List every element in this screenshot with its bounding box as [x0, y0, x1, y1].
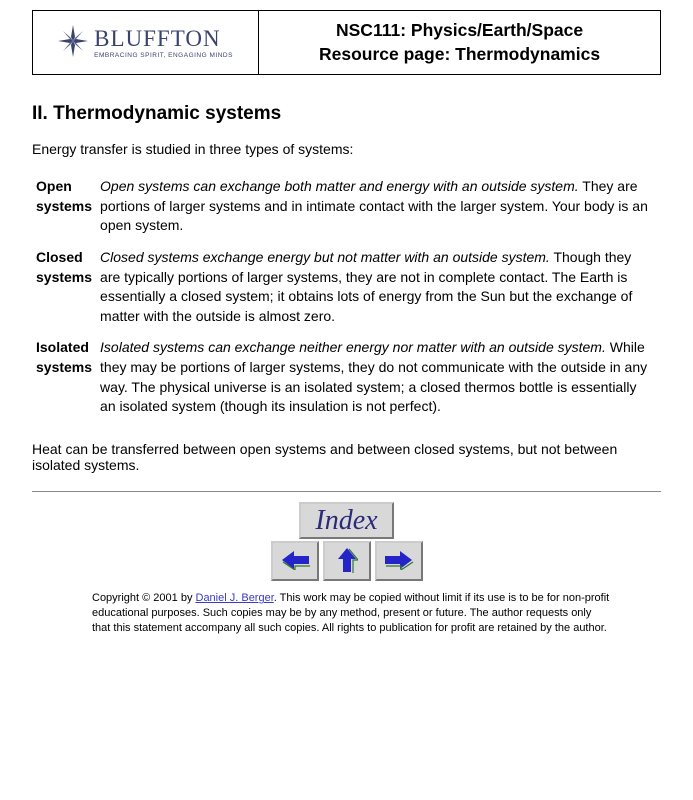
arrow-up-icon: [336, 547, 358, 576]
star-icon: [58, 25, 88, 60]
table-row: Opensystems Open systems can exchange bo…: [36, 173, 661, 244]
closing-text: Heat can be transferred between open sys…: [32, 441, 661, 473]
footer: Copyright © 2001 by Daniel J. Berger. Th…: [92, 591, 611, 636]
term-open: Opensystems: [36, 173, 100, 244]
title-line-1: NSC111: Physics/Earth/Space: [267, 19, 652, 43]
arrow-left-icon: [280, 550, 310, 573]
title-line-2: Resource page: Thermodynamics: [267, 43, 652, 67]
logo-cell: BLUFFTON EMBRACING SPIRIT, ENGAGING MIND…: [33, 11, 259, 75]
def-closed: Closed systems exchange energy but not m…: [100, 244, 661, 334]
index-button[interactable]: Index: [299, 502, 393, 540]
table-row: Isolatedsystems Isolated systems can exc…: [36, 334, 661, 424]
section-heading: II. Thermodynamic systems: [32, 103, 661, 125]
header-table: BLUFFTON EMBRACING SPIRIT, ENGAGING MIND…: [32, 10, 661, 75]
author-link[interactable]: Daniel J. Berger: [196, 592, 274, 604]
index-label: Index: [315, 505, 377, 536]
intro-text: Energy transfer is studied in three type…: [32, 141, 661, 157]
next-button[interactable]: [375, 541, 423, 581]
separator: [32, 491, 661, 492]
up-button[interactable]: [323, 541, 371, 581]
nav-buttons: Index: [32, 502, 661, 582]
def-isolated: Isolated systems can exchange neither en…: [100, 334, 661, 424]
copyright-text: Copyright © 2001 by Daniel J. Berger. Th…: [92, 591, 611, 636]
table-row: Closedsystems Closed systems exchange en…: [36, 244, 661, 334]
logo-tagline: EMBRACING SPIRIT, ENGAGING MINDS: [94, 52, 233, 59]
arrow-right-icon: [384, 550, 414, 573]
term-closed: Closedsystems: [36, 244, 100, 334]
term-isolated: Isolatedsystems: [36, 334, 100, 424]
def-open: Open systems can exchange both matter an…: [100, 173, 661, 244]
logo-name: BLUFFTON: [94, 27, 220, 50]
definitions-table: Opensystems Open systems can exchange bo…: [36, 173, 661, 425]
prev-button[interactable]: [271, 541, 319, 581]
page-title-cell: NSC111: Physics/Earth/Space Resource pag…: [259, 11, 661, 75]
